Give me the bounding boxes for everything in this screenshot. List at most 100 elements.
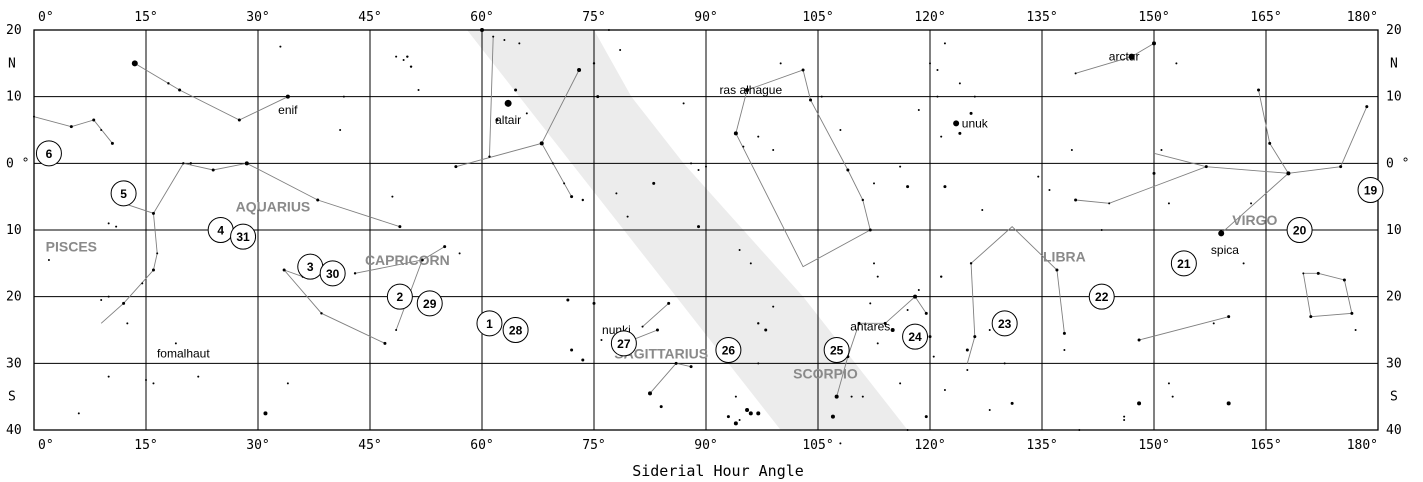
constellation-line <box>1075 106 1368 204</box>
star-dot <box>581 358 585 362</box>
star-dot <box>189 162 192 165</box>
star-name-label: enif <box>278 103 298 117</box>
day-marker: 22 <box>1088 283 1115 310</box>
star-dot <box>33 115 35 118</box>
star-dot <box>988 409 991 411</box>
star-dot <box>861 395 864 398</box>
star-dot <box>738 419 741 421</box>
star-dot <box>779 62 782 65</box>
star-dot <box>705 165 707 168</box>
star-dot <box>966 369 969 371</box>
star-dot <box>1257 88 1261 92</box>
star-dot <box>495 118 499 122</box>
day-marker: 27 <box>610 330 637 357</box>
star-dot <box>107 375 110 378</box>
x-tick-top: 105° <box>802 10 833 25</box>
x-tick-bottom: 90° <box>694 438 717 453</box>
star-name-label: altair <box>495 113 521 127</box>
star-dot <box>69 125 73 129</box>
y-tick-left: 20 <box>6 23 22 38</box>
star-dot <box>969 262 973 265</box>
day-marker-circle <box>610 330 637 357</box>
star-dot <box>924 415 928 419</box>
star-dot <box>772 149 775 151</box>
day-marker-circle <box>1088 283 1115 310</box>
star-dot <box>1128 53 1135 60</box>
constellation-line <box>1153 152 1207 168</box>
star-dot <box>1003 362 1006 365</box>
star-name-label: unuk <box>962 116 989 130</box>
star-dot <box>655 328 659 332</box>
star-dot <box>182 162 185 165</box>
star-dot <box>151 268 155 272</box>
star-dot <box>1152 41 1156 46</box>
constellation-line <box>100 302 124 324</box>
day-marker-number: 30 <box>326 267 340 281</box>
star-dot <box>1167 382 1170 385</box>
star-dot <box>122 301 126 305</box>
y-tick-left: 30 <box>6 356 22 371</box>
x-axis-title: Siderial Hour Angle <box>632 462 804 480</box>
star-dot <box>733 131 738 136</box>
y-tick-right: 0 ° <box>1386 156 1409 171</box>
y-tick-left: 10 <box>6 90 22 105</box>
star-dot <box>745 408 750 412</box>
star-dot <box>286 382 289 385</box>
star-dot <box>1268 141 1272 145</box>
day-marker: 2 <box>386 283 413 310</box>
star-dot <box>156 252 159 255</box>
x-tick-top: 90° <box>694 10 717 25</box>
star-dot <box>1078 429 1081 431</box>
star-dot <box>592 301 596 305</box>
star-dot <box>1152 171 1156 175</box>
star-dot <box>1160 149 1163 151</box>
star-dot <box>1167 202 1170 205</box>
star-dot <box>1055 268 1059 272</box>
y-tick-left: 0 ° <box>6 156 29 171</box>
day-marker-number: 23 <box>998 317 1012 331</box>
star-dot <box>981 209 984 211</box>
star-dot <box>1137 338 1141 342</box>
star-dot <box>1309 315 1313 319</box>
star-dot <box>1037 175 1040 178</box>
x-tick-bottom: 15° <box>134 438 157 453</box>
day-marker: 29 <box>416 290 443 317</box>
star-dot <box>1250 202 1253 205</box>
star-dot <box>861 198 864 202</box>
x-tick-bottom: 165° <box>1250 438 1281 453</box>
day-marker-circle <box>502 317 529 343</box>
star-dot <box>167 82 170 85</box>
day-marker: 21 <box>1170 250 1197 277</box>
position-markers: 6 5 4 31 3 30 2 29 1 28 27 26 25 24 23 22 21 20 19 <box>35 140 1384 363</box>
y-tick-right: 10 <box>1386 90 1402 105</box>
axis-ticks: 0° 0° 15° 15° 30° 30° 45° 45° 60° 60° 75° 75° 90° 90°… <box>6 10 1409 453</box>
star-dot <box>876 275 879 278</box>
star-dot <box>282 268 286 272</box>
star-dot <box>734 395 737 398</box>
star-dot <box>757 362 760 365</box>
star-dot <box>906 429 909 431</box>
star-dot <box>406 55 409 58</box>
star-dot <box>928 335 932 339</box>
star-dot <box>883 321 887 325</box>
star-dot <box>1137 401 1142 406</box>
day-marker-circle <box>823 337 850 363</box>
star-dot <box>1242 262 1245 265</box>
star-dot <box>953 120 960 127</box>
star-dot <box>929 62 931 65</box>
constellation-label: SAGITTARIUS <box>614 345 708 361</box>
star-dot <box>539 141 544 146</box>
star-dot <box>936 95 939 98</box>
constellation-label: LIBRA <box>1043 249 1086 265</box>
star-dot <box>596 95 600 99</box>
day-marker: 25 <box>823 337 850 363</box>
star-dot <box>1212 322 1215 325</box>
star-dot <box>756 411 761 416</box>
star-dot <box>100 129 103 131</box>
star-dot <box>690 162 693 165</box>
y-tick-right: 20 <box>1386 23 1402 38</box>
star-dot <box>641 325 644 328</box>
star-dot <box>873 182 875 185</box>
star-dot <box>973 95 976 98</box>
star-dot <box>674 361 678 365</box>
